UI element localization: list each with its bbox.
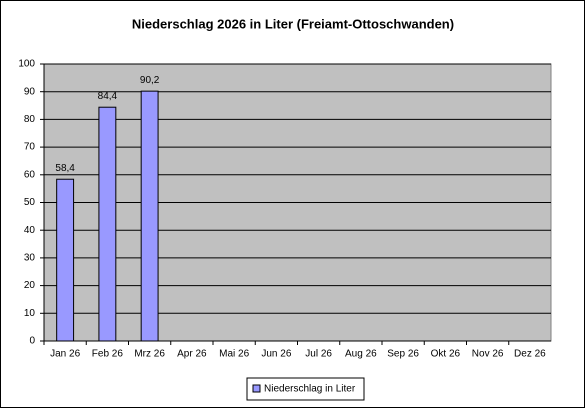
y-tick-label: 40	[24, 225, 36, 236]
bar	[98, 106, 117, 342]
x-tick-label: Jan 26	[50, 349, 80, 360]
y-tick-label: 30	[24, 253, 36, 264]
y-tick-label: 20	[24, 280, 36, 291]
x-tick-label: Aug 26	[345, 349, 377, 360]
x-tick-label: Okt 26	[431, 349, 461, 360]
x-tick-label: Feb 26	[92, 349, 124, 360]
x-tick-label: Dez 26	[514, 349, 546, 360]
y-tick-label: 0	[29, 336, 35, 347]
data-label: 84,4	[98, 91, 118, 102]
y-tick-label: 10	[24, 308, 36, 319]
legend-box	[246, 377, 365, 401]
x-tick-label: Apr 26	[177, 349, 207, 360]
x-tick-label: Jun 26	[261, 349, 291, 360]
data-label: 90,2	[140, 75, 160, 86]
chart-title: Niederschlag 2026 in Liter (Freiamt-Otto…	[132, 16, 454, 31]
data-label: 58,4	[55, 163, 75, 174]
y-tick-label: 60	[24, 169, 36, 180]
legend-swatch	[252, 384, 261, 393]
x-tick-label: Mrz 26	[134, 349, 165, 360]
x-tick-label: Mai 26	[219, 349, 249, 360]
x-tick-label: Jul 26	[305, 349, 332, 360]
y-tick-label: 80	[24, 114, 36, 125]
bar	[140, 90, 159, 342]
y-tick-label: 50	[24, 197, 36, 208]
y-tick-label: 90	[24, 86, 36, 97]
legend-label: Niederschlag in Liter	[264, 384, 356, 395]
x-tick-label: Nov 26	[472, 349, 504, 360]
bar	[56, 178, 75, 342]
x-tick-label: Sep 26	[387, 349, 419, 360]
y-tick-label: 100	[18, 59, 35, 70]
y-tick-label: 70	[24, 142, 36, 153]
